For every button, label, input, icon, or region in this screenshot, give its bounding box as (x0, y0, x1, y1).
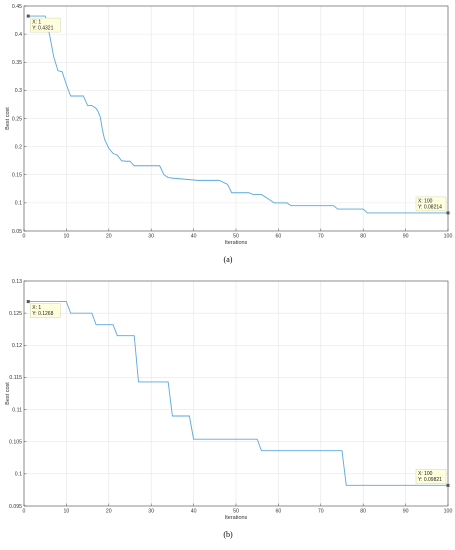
x-axis-label: Iterations (225, 240, 248, 246)
y-tick-label: 0.11 (12, 407, 22, 413)
y-tick-label: 0.1 (15, 472, 22, 478)
datatip-x-label: X: 100 (418, 198, 433, 204)
chart-a: 0 10 20 30 40 50 60 70 80 90 100 0.05 0.1 0.15 0.2 0.25… (5, 4, 453, 264)
figure-caption: (a) (224, 255, 233, 264)
x-tick-label: 30 (148, 509, 154, 515)
datatip-y-label: Y: 0.08214 (418, 204, 442, 210)
series-line (28, 15, 448, 214)
y-tick-label: 0.25 (12, 116, 22, 122)
x-tick-label: 100 (444, 234, 453, 240)
datatip-box (415, 469, 447, 484)
y-tick-label: 0.13 (12, 279, 22, 285)
x-tick-label: 50 (233, 234, 239, 240)
x-tick-label: 30 (148, 234, 154, 240)
datatip-y-label: Y: 0.4321 (32, 26, 53, 32)
datatip-box (30, 303, 61, 318)
y-tick-label: 0.35 (12, 60, 22, 66)
series-line (28, 301, 448, 486)
datatip-box (30, 17, 61, 33)
y-tick-label: 0.115 (9, 375, 22, 381)
figure-caption: (b) (223, 530, 233, 539)
datatip-marker (446, 211, 450, 215)
x-tick-label: 60 (276, 234, 282, 240)
x-tick-label: 20 (106, 509, 112, 515)
x-tick-label: 0 (23, 234, 26, 240)
datatip-x-label: X: 1 (32, 305, 41, 311)
y-tick-label: 0.12 (12, 343, 22, 349)
y-tick-label: 0.45 (12, 4, 22, 10)
y-tick-label: 0.2 (15, 144, 22, 150)
y-tick-label: 0.1 (15, 201, 22, 207)
datatip-marker (26, 14, 30, 18)
y-tick-label: 0.05 (12, 229, 22, 235)
x-tick-label: 90 (403, 234, 409, 240)
x-tick-label: 70 (318, 234, 324, 240)
y-tick-label: 0.15 (12, 173, 22, 179)
y-tick-label: 0.3 (15, 88, 22, 94)
y-tick-label: 0.095 (9, 504, 22, 510)
x-tick-label: 10 (64, 509, 70, 515)
x-tick-label: 20 (106, 234, 112, 240)
y-tick-label: 0.125 (9, 311, 22, 317)
datatip-y-label: Y: 0.1268 (32, 311, 53, 317)
x-tick-label: 40 (191, 234, 197, 240)
x-tick-label: 90 (403, 509, 409, 515)
chart-b: 0 10 20 30 40 50 60 70 80 90 100 0.095 0.1 0.105 0.11 0… (5, 279, 453, 539)
datatip-box (415, 196, 447, 212)
x-tick-label: 10 (64, 234, 70, 240)
x-tick-label: 40 (191, 509, 197, 515)
y-tick-label: 0.4 (15, 32, 22, 38)
y-axis-label: Best cost (5, 382, 11, 405)
datatip-x-label: X: 100 (418, 471, 433, 477)
x-tick-label: 60 (276, 509, 282, 515)
x-tick-label: 80 (360, 234, 366, 240)
datatip-marker (26, 300, 30, 304)
y-tick-label: 0.105 (9, 440, 22, 446)
x-tick-label: 80 (360, 509, 366, 515)
x-axis-label: Iterations (225, 515, 248, 521)
x-tick-label: 70 (318, 509, 324, 515)
datatip-x-label: X: 1 (32, 20, 41, 26)
x-tick-label: 100 (444, 509, 453, 515)
x-tick-label: 0 (23, 509, 26, 515)
datatip-y-label: Y: 0.09821 (418, 477, 442, 483)
x-tick-label: 50 (233, 509, 239, 515)
datatip-marker (446, 483, 450, 487)
y-axis-label: Best cost (5, 107, 11, 130)
